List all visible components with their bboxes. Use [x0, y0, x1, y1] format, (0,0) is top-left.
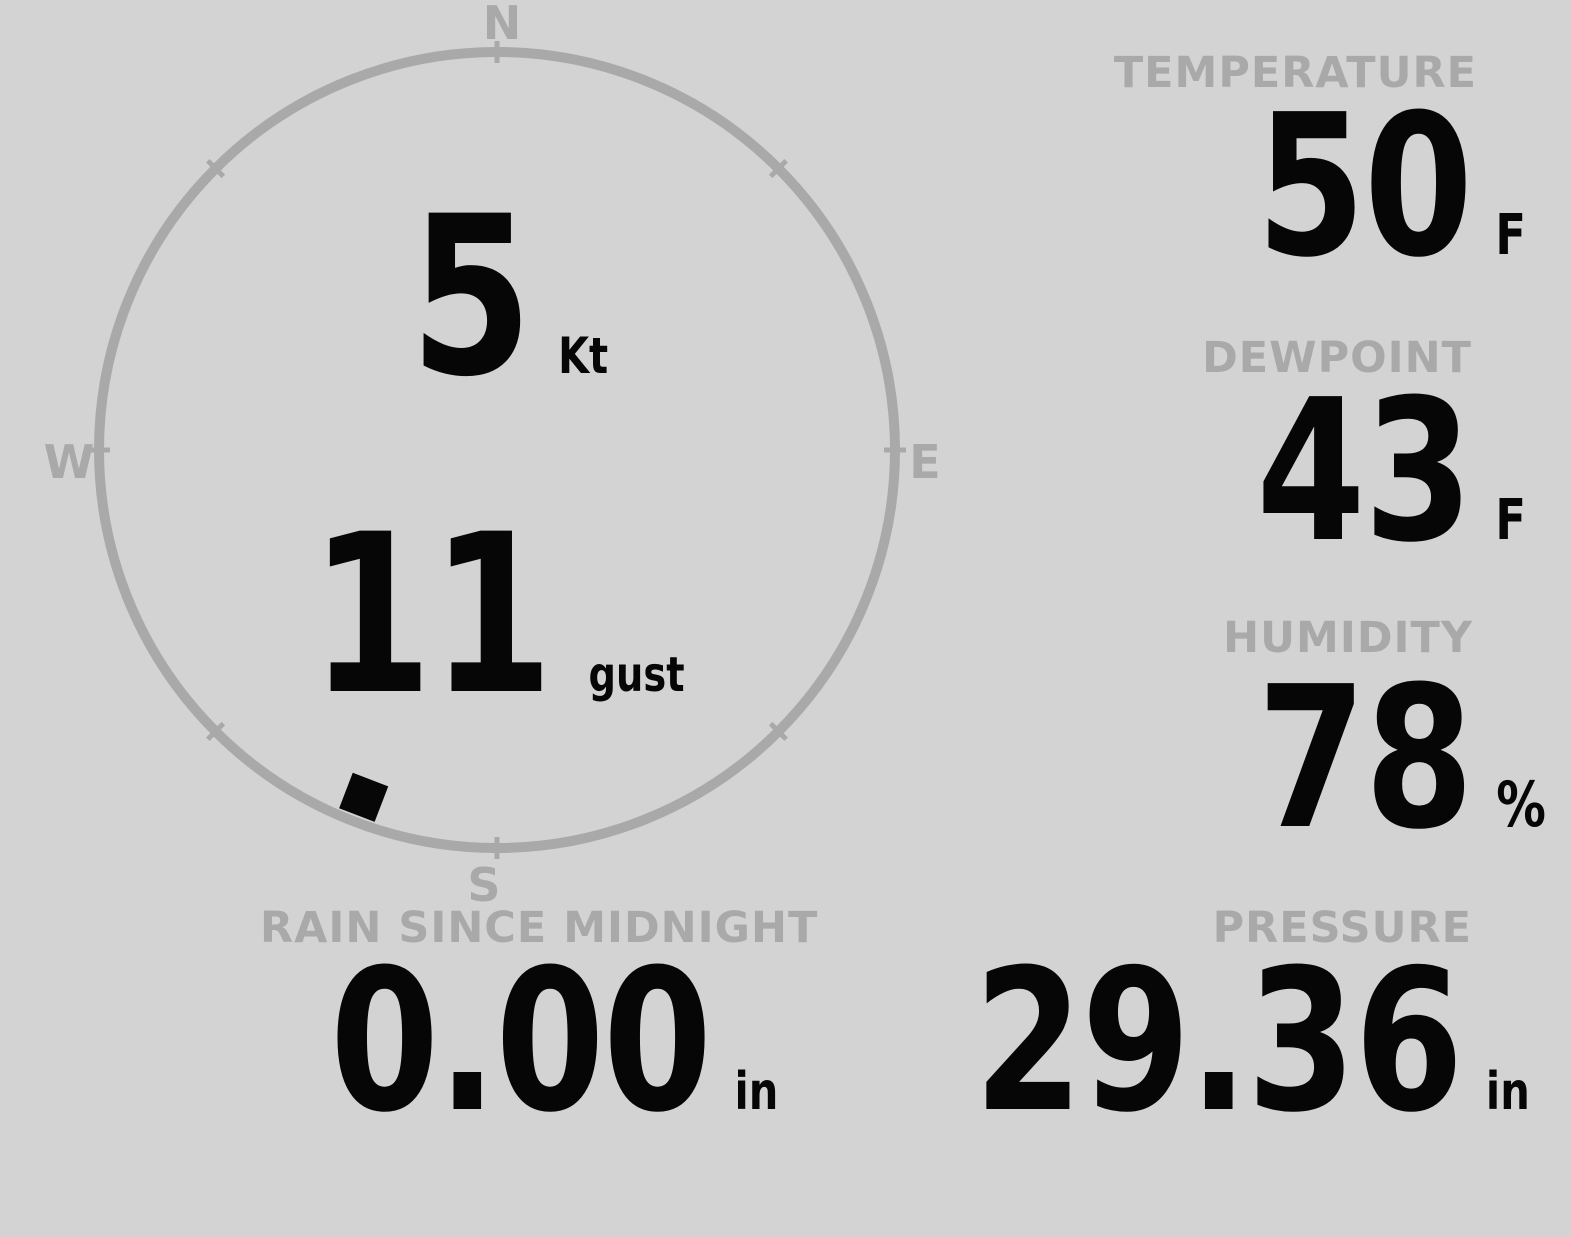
compass-tick: [768, 159, 788, 179]
wind-speed-value: 5: [410, 169, 532, 425]
pressure-value: 29.36: [974, 928, 1464, 1156]
wind-speed: 5 Kt: [410, 187, 608, 407]
compass-label-north: N: [483, 0, 522, 50]
compass-tick: [88, 447, 110, 453]
temperature-value-row: 50 F: [1256, 89, 1526, 285]
rain-value-row: 0.00 in: [330, 944, 778, 1140]
wind-gust-unit: gust: [588, 647, 685, 703]
compass-label-west: W: [44, 435, 95, 489]
compass-tick: [494, 41, 500, 63]
pressure-label: PRESSURE: [1212, 903, 1472, 953]
compass-tick: [884, 447, 906, 453]
dewpoint-unit: F: [1495, 488, 1526, 553]
compass-tick: [768, 721, 788, 741]
dewpoint-label: DEWPOINT: [1202, 333, 1472, 383]
humidity-label: HUMIDITY: [1223, 613, 1473, 663]
temperature-value: 50: [1256, 73, 1473, 301]
temperature-unit: F: [1495, 203, 1526, 268]
compass-tick: [494, 837, 500, 859]
compass-label-south: S: [467, 858, 500, 912]
humidity-unit: %: [1496, 768, 1546, 841]
pressure-unit: in: [1486, 1062, 1530, 1122]
wind-gust: 11 gust: [310, 505, 685, 725]
humidity-value: 78: [1257, 645, 1474, 873]
wind-compass: N E S W: [44, 0, 941, 912]
compass-tick: [206, 721, 226, 741]
rain-label: RAIN SINCE MIDNIGHT: [260, 903, 819, 953]
compass-tick: [206, 159, 226, 179]
rain-unit: in: [734, 1062, 779, 1122]
wind-gust-value: 11: [310, 487, 553, 743]
rain-value: 0.00: [330, 928, 712, 1156]
wind-direction-marker: [339, 772, 389, 822]
pressure-value-row: 29.36 in: [974, 944, 1530, 1140]
compass-label-east: E: [909, 435, 940, 489]
compass-ticks: [88, 41, 906, 859]
temperature-label: TEMPERATURE: [1113, 48, 1477, 98]
dewpoint-value: 43: [1256, 358, 1473, 586]
dewpoint-value-row: 43 F: [1256, 374, 1526, 570]
humidity-value-row: 78 %: [1257, 661, 1546, 857]
wind-speed-unit: Kt: [558, 327, 609, 385]
